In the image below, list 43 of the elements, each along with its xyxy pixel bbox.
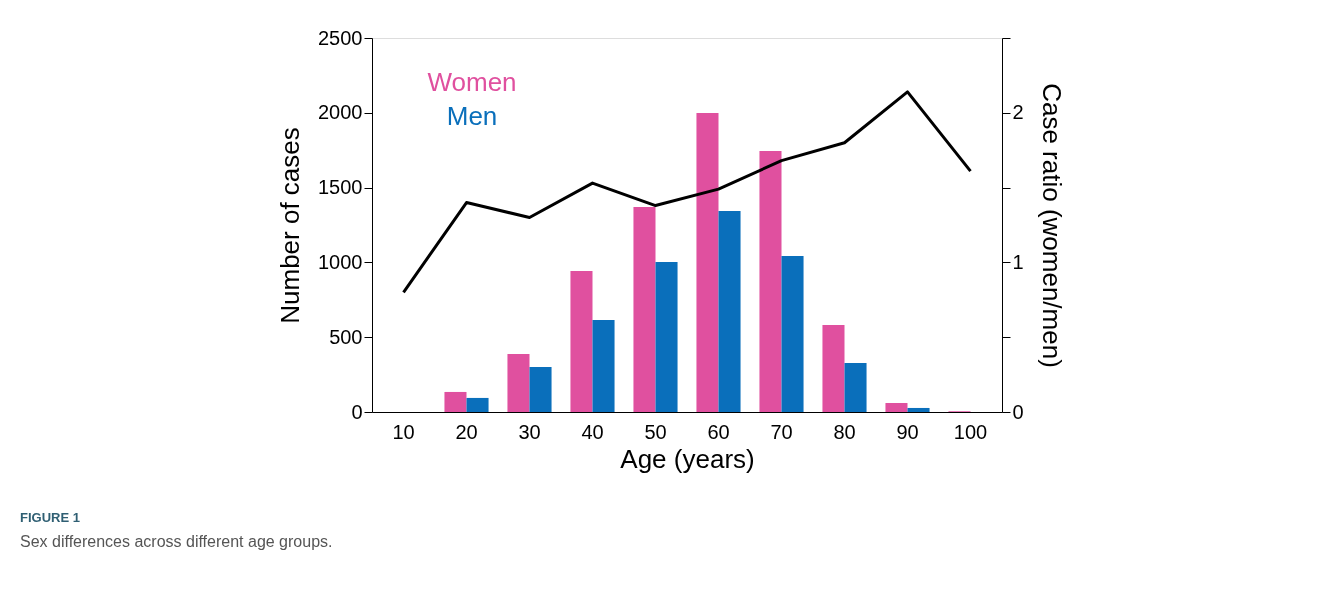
- x-tick-label: 30: [518, 420, 541, 443]
- y-tick-label: 2500: [318, 26, 363, 49]
- bar: [885, 403, 908, 412]
- bar: [718, 210, 741, 412]
- x-tick-label: 70: [770, 420, 793, 443]
- y2-axis-title: Case ratio (women/men): [1036, 83, 1067, 368]
- x-tick-label: 90: [896, 420, 919, 443]
- bar: [633, 207, 656, 412]
- x-tick-label: 100: [953, 420, 988, 443]
- bar: [759, 150, 782, 412]
- x-tick-label: 80: [833, 420, 856, 443]
- y-axis-title: Number of cases: [275, 127, 306, 324]
- bar: [822, 324, 845, 412]
- bar: [844, 362, 867, 412]
- x-axis-title: Age (years): [620, 443, 755, 474]
- y-tick-label: 1500: [318, 176, 363, 199]
- x-tick-label: 50: [644, 420, 667, 443]
- bar: [907, 407, 930, 412]
- bar: [592, 320, 615, 412]
- bar: [696, 112, 719, 412]
- y-tick-label: 1000: [318, 250, 363, 273]
- bar: [781, 255, 804, 412]
- bar: [507, 353, 530, 412]
- caption: FIGURE 1: [20, 510, 80, 525]
- bar: [529, 366, 552, 412]
- y-tick-label: 0: [351, 400, 363, 423]
- bar: [655, 261, 678, 412]
- y-tick-label: 500: [329, 325, 363, 348]
- x-tick-label: 20: [455, 420, 478, 443]
- x-tick-label: 60: [707, 420, 730, 443]
- y-tick-label: 2000: [318, 101, 363, 124]
- text: Men: [446, 101, 498, 131]
- x-tick-label: 40: [581, 420, 604, 443]
- y2-tick-label: 2: [1012, 101, 1024, 124]
- text: Sex differences across different age groups.: [20, 533, 333, 550]
- y2-tick-label: 1: [1012, 250, 1024, 273]
- bar: [444, 391, 467, 412]
- x-tick-label: 10: [392, 420, 415, 443]
- line-series: [402, 90, 972, 294]
- bar: [466, 397, 489, 412]
- y2-tick-label: 0: [1012, 400, 1024, 423]
- bar: [570, 270, 593, 412]
- text: Women: [427, 67, 517, 97]
